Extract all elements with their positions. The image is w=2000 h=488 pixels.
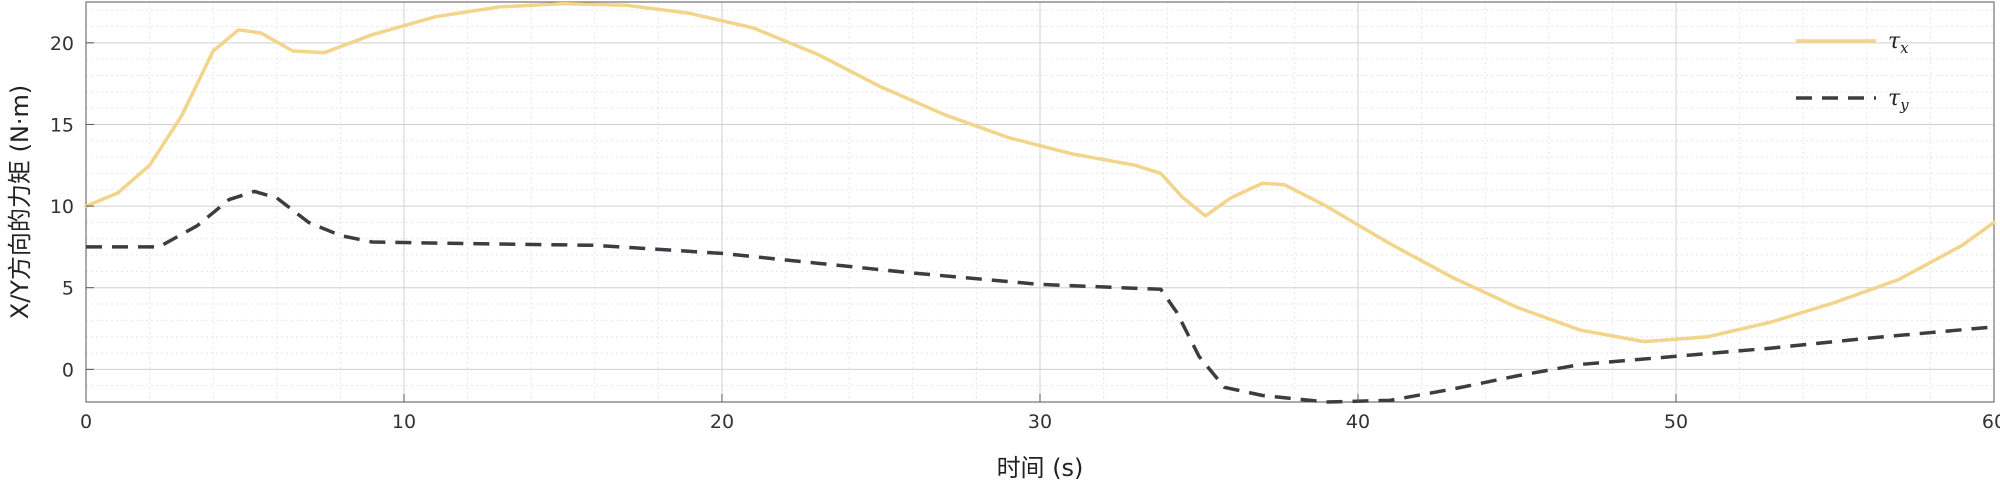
x-tick-label: 50 — [1664, 411, 1688, 433]
x-tick-label: 0 — [80, 411, 92, 433]
series-line-y — [86, 189, 1995, 404]
y-tick-labels: 0 5 10 15 20 — [50, 33, 74, 382]
legend-label-x: τx — [1888, 29, 1909, 57]
ticks-layer — [85, 42, 1995, 402]
series-layer — [84, 1, 1996, 404]
y-tick-label: 0 — [62, 359, 74, 381]
x-tick-label: 40 — [1346, 411, 1370, 433]
x-axis-label: 时间 (s) — [997, 454, 1084, 482]
legend-label-y: τy — [1888, 86, 1909, 114]
y-tick-label: 10 — [50, 196, 74, 218]
y-tick-label: 20 — [50, 33, 74, 55]
x-tick-label: 30 — [1028, 411, 1052, 433]
x-tick-label: 20 — [710, 411, 734, 433]
x-tick-label: 10 — [392, 411, 416, 433]
x-tick-label: 60 — [1982, 411, 2000, 433]
series-line-x — [84, 1, 1996, 344]
major-grid — [85, 2, 1995, 402]
y-tick-label: 5 — [62, 278, 74, 300]
y-tick-label: 15 — [50, 114, 74, 136]
legend: τx τy — [1796, 29, 1909, 114]
x-tick-labels: 0 10 20 30 40 50 60 — [80, 411, 2000, 433]
y-axis-label: X/Y方向的力矩 (N·m) — [6, 85, 34, 320]
